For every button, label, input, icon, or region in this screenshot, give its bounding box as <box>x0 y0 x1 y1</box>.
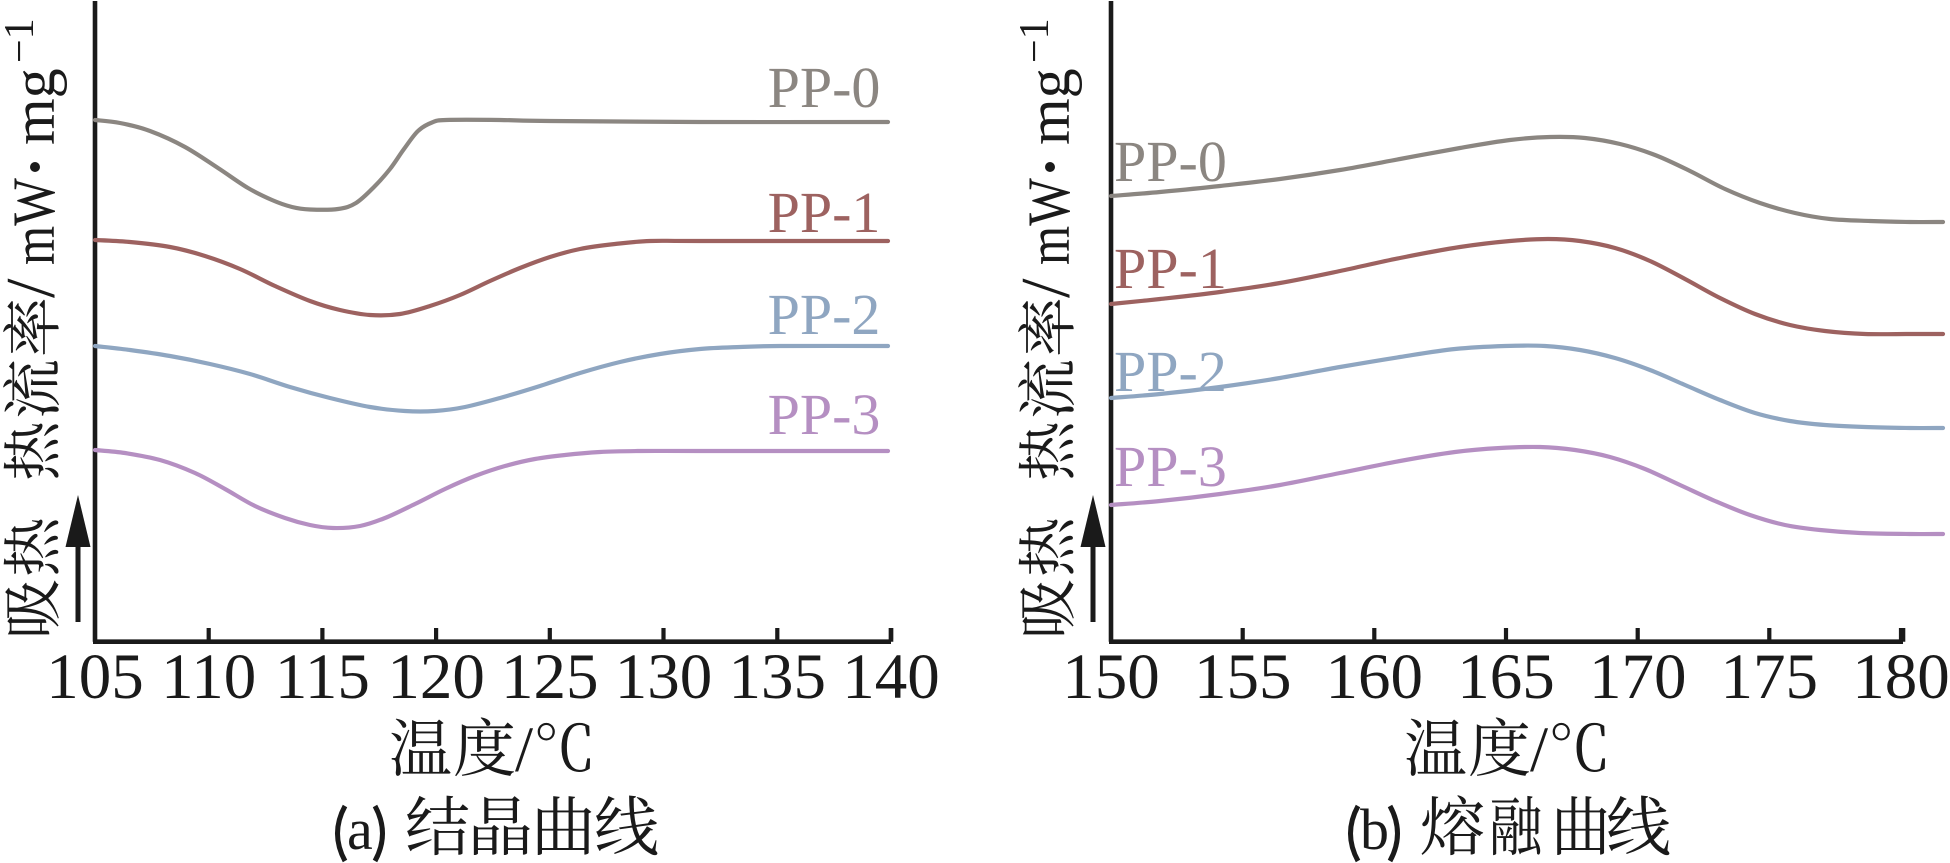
svg-text:155: 155 <box>1194 641 1292 713</box>
svg-text:180: 180 <box>1852 641 1950 713</box>
svg-text:PP-1: PP-1 <box>1114 236 1227 301</box>
svg-text:PP-2: PP-2 <box>768 282 881 347</box>
svg-text:−1: −1 <box>0 18 43 63</box>
svg-text:PP-3: PP-3 <box>1114 434 1227 499</box>
svg-text:/: / <box>1530 714 1549 786</box>
svg-text:PP-0: PP-0 <box>1114 129 1227 194</box>
svg-text:b: b <box>1360 797 1389 862</box>
svg-text:a: a <box>347 797 373 862</box>
svg-text:165: 165 <box>1457 641 1555 713</box>
svg-text:125: 125 <box>501 641 599 713</box>
svg-text:−1: −1 <box>1012 18 1058 63</box>
svg-text:PP-3: PP-3 <box>768 382 881 447</box>
svg-text:PP-0: PP-0 <box>768 55 881 120</box>
svg-text:/: / <box>515 714 534 786</box>
svg-text:/: / <box>0 278 70 298</box>
svg-text:120: 120 <box>387 641 485 713</box>
svg-text:/: / <box>1008 278 1085 298</box>
svg-text:175: 175 <box>1721 641 1819 713</box>
svg-text:140: 140 <box>842 641 940 713</box>
svg-text:PP-1: PP-1 <box>768 180 881 245</box>
svg-text:130: 130 <box>615 641 713 713</box>
svg-text:160: 160 <box>1326 641 1424 713</box>
svg-text:mg: mg <box>1016 68 1082 145</box>
svg-text:mW: mW <box>1016 178 1082 265</box>
svg-text:PP-2: PP-2 <box>1114 339 1227 404</box>
svg-text:110: 110 <box>161 641 256 713</box>
svg-text:mW: mW <box>1 178 67 265</box>
svg-text:105: 105 <box>46 641 144 713</box>
svg-text:115: 115 <box>275 641 370 713</box>
svg-text:170: 170 <box>1589 641 1687 713</box>
svg-text:mg: mg <box>1 68 67 145</box>
svg-text:150: 150 <box>1062 641 1160 713</box>
svg-text:135: 135 <box>729 641 827 713</box>
